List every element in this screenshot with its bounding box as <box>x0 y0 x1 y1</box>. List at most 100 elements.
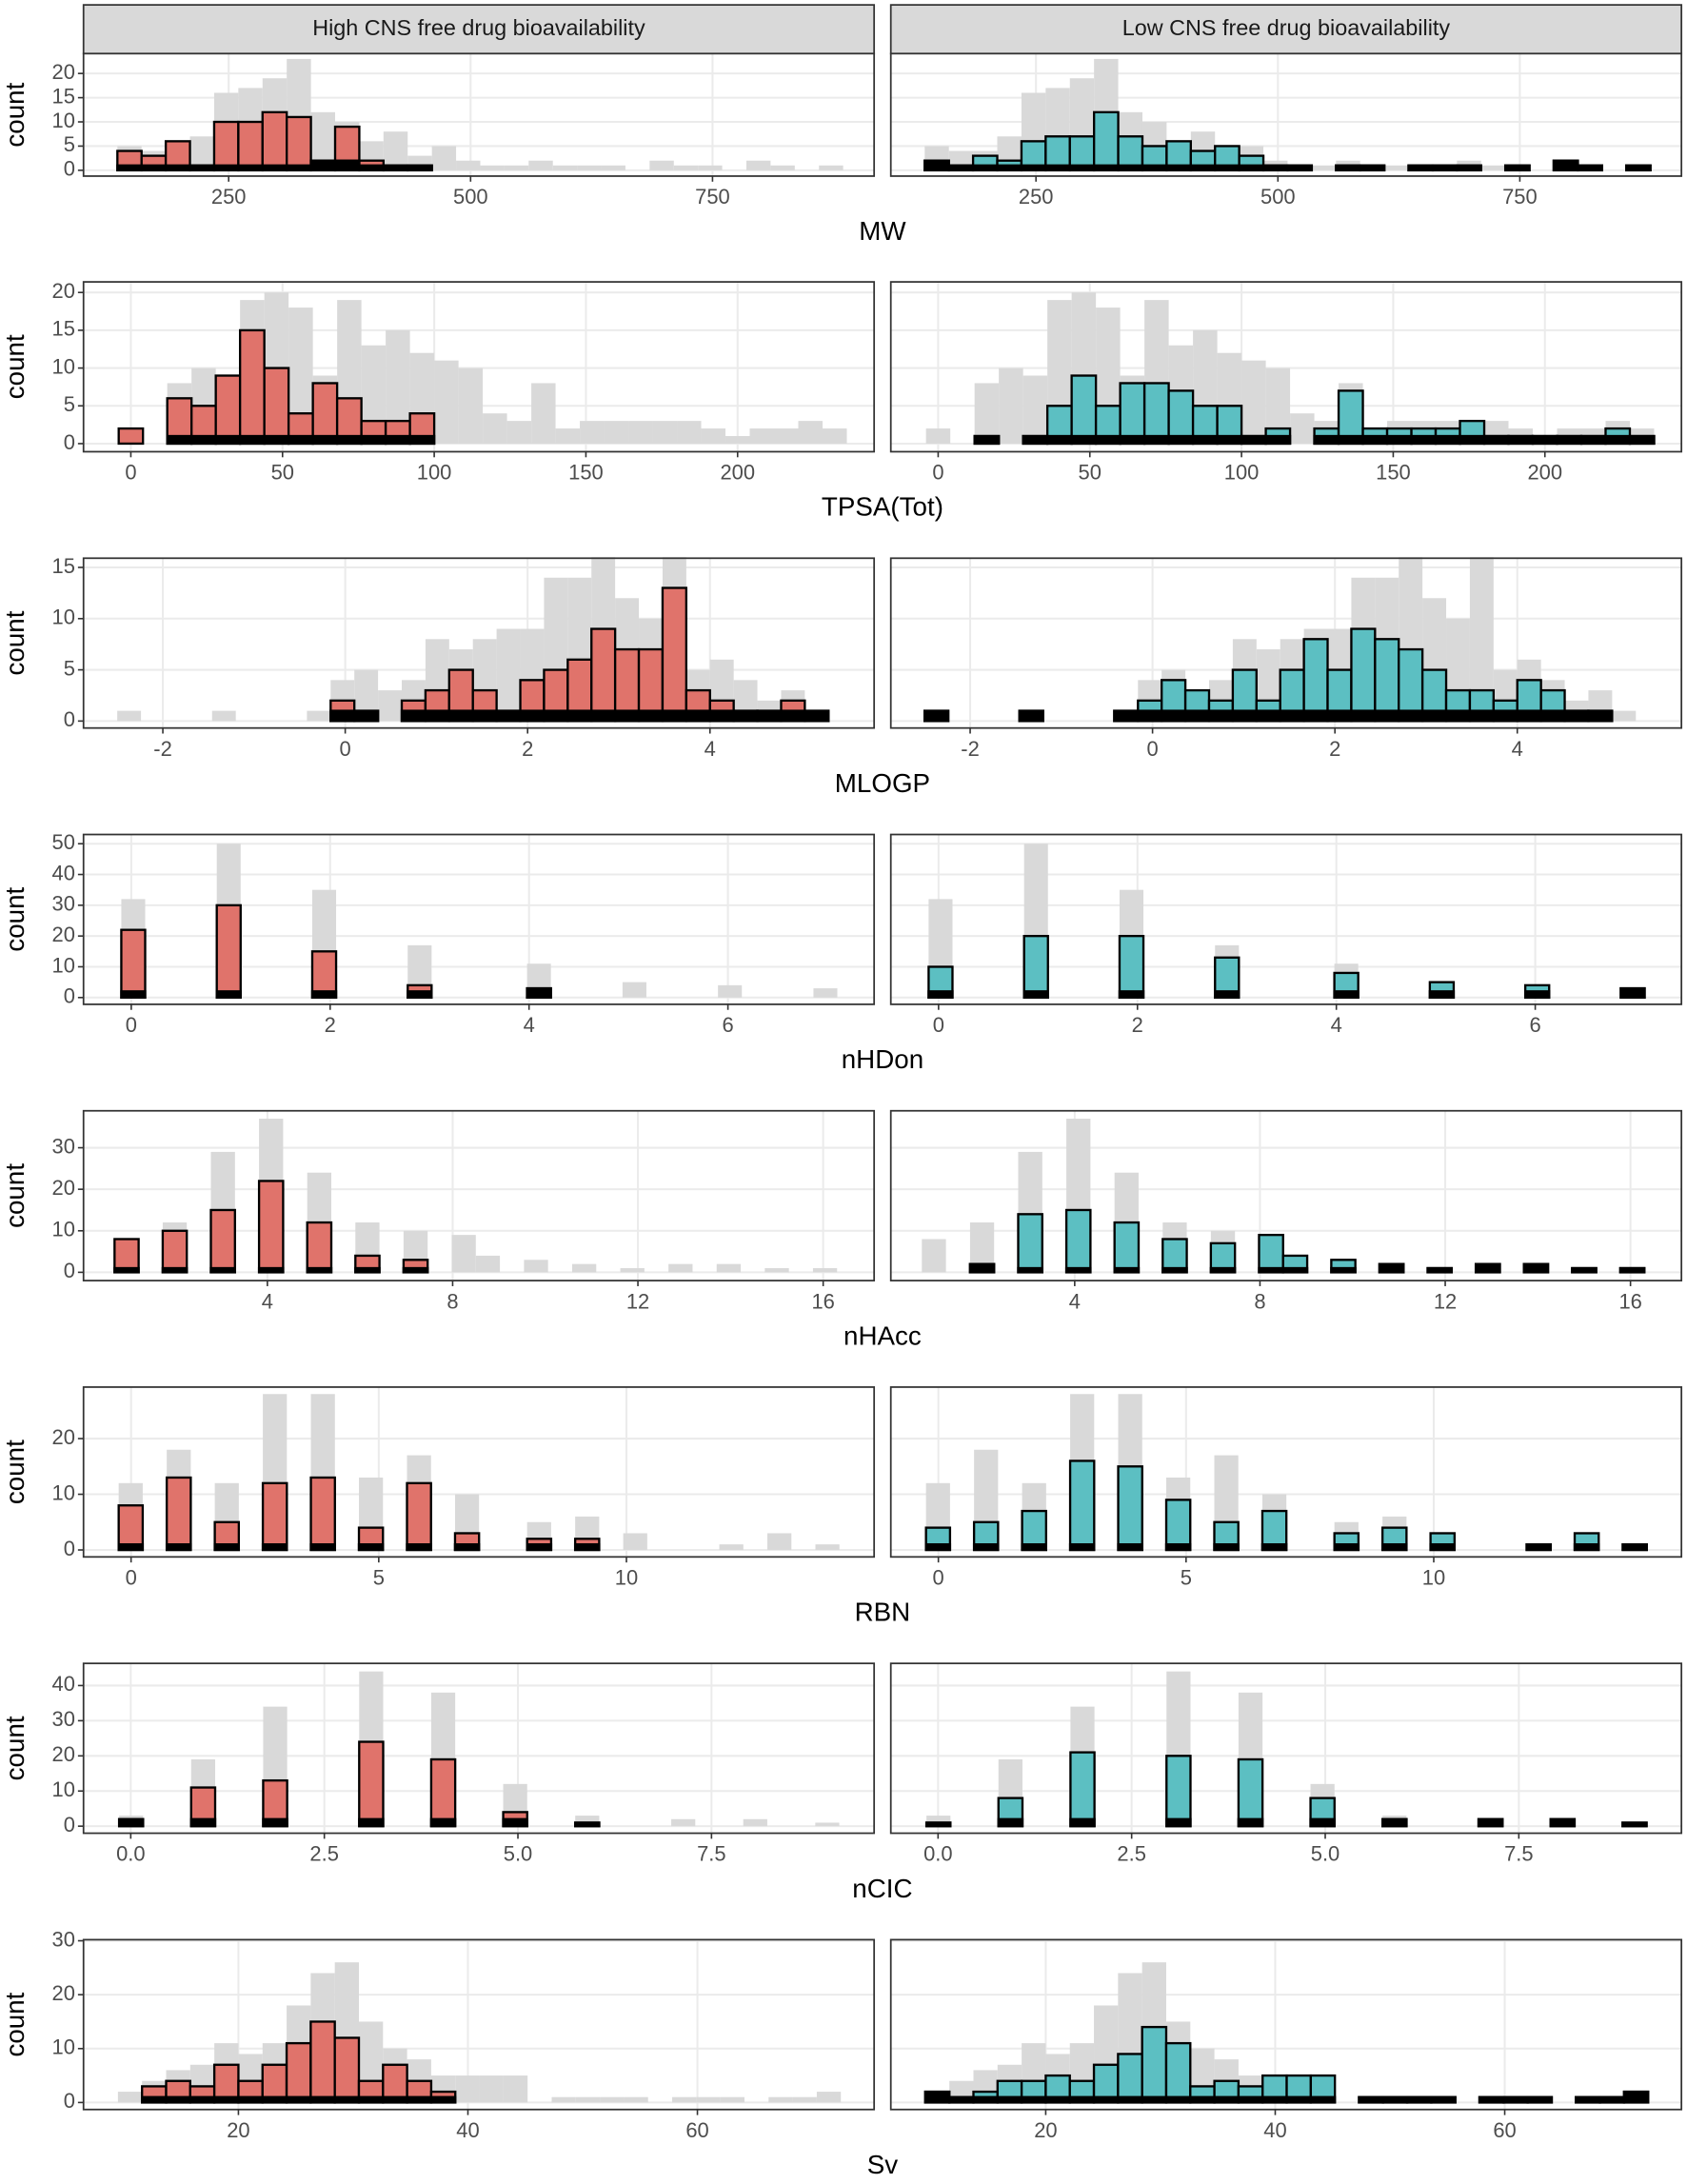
bar <box>923 2090 951 2104</box>
background-bar <box>483 413 507 444</box>
y-tick-label: 20 <box>52 1981 75 2005</box>
bar <box>1478 2095 1505 2104</box>
y-tick-label: 0 <box>64 984 75 1008</box>
bar <box>804 709 830 723</box>
bar <box>306 1266 333 1274</box>
bar <box>1214 164 1240 172</box>
bar <box>1113 1266 1141 1274</box>
x-tick-label: 250 <box>211 185 247 208</box>
bar <box>165 2095 191 2104</box>
background-bar <box>677 421 702 444</box>
bar <box>573 1542 601 1552</box>
bar <box>1189 164 1217 172</box>
bar <box>310 990 338 999</box>
x-tick-label: 20 <box>1034 2118 1057 2142</box>
x-tick-label: 2.5 <box>309 1842 338 1866</box>
bar <box>261 110 288 172</box>
bar <box>1238 164 1265 172</box>
bar <box>1142 434 1170 446</box>
bar <box>1183 709 1211 723</box>
background-bar <box>719 1544 744 1551</box>
background-bar <box>378 690 403 722</box>
bar <box>406 1481 432 1552</box>
bar <box>1474 1262 1501 1274</box>
x-tick-label: 2 <box>325 1013 336 1037</box>
bar <box>165 1542 192 1552</box>
bar <box>1374 638 1400 723</box>
bar <box>408 434 436 446</box>
bar <box>1444 709 1472 723</box>
bar <box>1020 164 1047 172</box>
x-tick-label: 100 <box>1224 461 1260 485</box>
y-tick-label: 0 <box>64 707 75 731</box>
background-bar <box>774 428 799 444</box>
background-bar <box>922 1239 946 1273</box>
x-tick-label: 10 <box>1422 1566 1445 1590</box>
background-bar <box>555 428 581 444</box>
background-bar <box>716 1263 742 1273</box>
bar <box>996 164 1023 172</box>
background-bar <box>307 710 331 722</box>
bar <box>285 2041 312 2104</box>
bar <box>1161 709 1187 723</box>
bar <box>165 1476 192 1552</box>
y-tick-label: 30 <box>52 892 75 916</box>
bar <box>237 120 264 172</box>
background-bar <box>623 1533 647 1551</box>
bar <box>1577 164 1603 172</box>
x-tick-label: 8 <box>447 1289 458 1313</box>
x-tick-label: 6 <box>1529 1013 1540 1037</box>
background-bar <box>926 1816 951 1827</box>
bar <box>120 990 147 999</box>
bar <box>1361 434 1389 446</box>
background-bar <box>649 160 674 170</box>
x-axis-title: MW <box>859 216 906 246</box>
bar <box>996 2095 1023 2104</box>
bar <box>1022 434 1049 446</box>
bar <box>309 159 337 172</box>
bar <box>1117 1465 1143 1552</box>
bar <box>1214 990 1240 999</box>
x-tick-label: 0 <box>932 461 943 485</box>
bar <box>1070 374 1098 446</box>
bar <box>1141 164 1168 172</box>
background-bar <box>480 165 505 170</box>
bar <box>968 1262 996 1274</box>
bar <box>357 2095 385 2104</box>
y-tick-label: 5 <box>64 132 75 156</box>
x-tick-label: 4 <box>1331 1013 1342 1037</box>
bar <box>1337 389 1364 446</box>
bar <box>189 164 216 172</box>
background-bar <box>571 1263 597 1273</box>
background-bar <box>696 2096 721 2103</box>
bar <box>215 990 242 999</box>
bar <box>1264 434 1292 446</box>
bar <box>189 2095 216 2104</box>
bar <box>113 1238 140 1274</box>
bar <box>161 1266 189 1274</box>
background-bar <box>479 2075 504 2103</box>
bar <box>924 1542 952 1552</box>
bar <box>1237 1757 1264 1828</box>
bar <box>1117 2095 1143 2104</box>
bar <box>923 159 950 172</box>
bar <box>661 709 688 723</box>
y-axis-title: count <box>0 334 30 399</box>
y-axis-title: count <box>0 1992 30 2056</box>
x-tick-label: 750 <box>1502 185 1538 208</box>
bar <box>1426 1266 1454 1274</box>
background-bar <box>974 383 1000 444</box>
panel-border <box>889 1386 1683 1559</box>
bar <box>973 434 1001 446</box>
bar <box>261 1481 288 1552</box>
bar <box>1525 1542 1552 1552</box>
bar <box>1022 990 1049 999</box>
bar <box>948 2095 975 2104</box>
panel-border <box>82 52 876 177</box>
bar <box>1575 2095 1601 2104</box>
bar <box>357 1542 385 1552</box>
bar <box>1434 434 1461 446</box>
bar <box>453 1542 481 1552</box>
bar <box>429 1757 457 1828</box>
background-bar <box>456 160 481 170</box>
